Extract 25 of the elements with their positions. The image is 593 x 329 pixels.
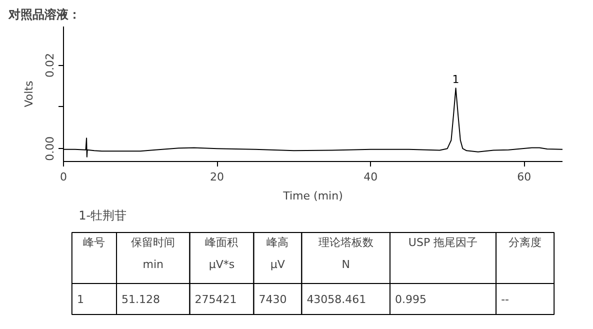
text: 43058.461: [306, 293, 366, 306]
text: USP 拖尾因子: [408, 236, 478, 249]
text: 峰高 μV: [266, 236, 289, 271]
x-tick-label: 0: [60, 170, 67, 184]
text: 峰号: [83, 236, 106, 249]
text: 1-牡荆苷: [78, 208, 127, 222]
text: 分离度: [508, 236, 542, 249]
x-tick-label: 20: [210, 170, 224, 184]
text: 1: [76, 293, 84, 306]
text: 7430: [258, 293, 287, 306]
text: 275421: [194, 293, 237, 306]
x-tick-label: 60: [517, 170, 532, 184]
text: 0.995: [395, 293, 427, 306]
y-tick-label: 0.02: [44, 52, 56, 78]
text: 保留时间 min: [131, 236, 176, 271]
x-tick-label: 40: [364, 170, 378, 184]
x-axis-title: Time (min): [282, 190, 343, 202]
chart-title: 对照品溶液：: [8, 8, 80, 22]
text: 理论塔板数 N: [318, 236, 374, 271]
text: --: [501, 293, 510, 306]
annotation: 1: [452, 73, 460, 86]
y-tick-label: 0.00: [44, 136, 56, 161]
text: 峰面积 μV*s: [205, 236, 238, 271]
y-axis-title: Volts: [22, 80, 36, 108]
text: 51.128: [122, 293, 160, 306]
